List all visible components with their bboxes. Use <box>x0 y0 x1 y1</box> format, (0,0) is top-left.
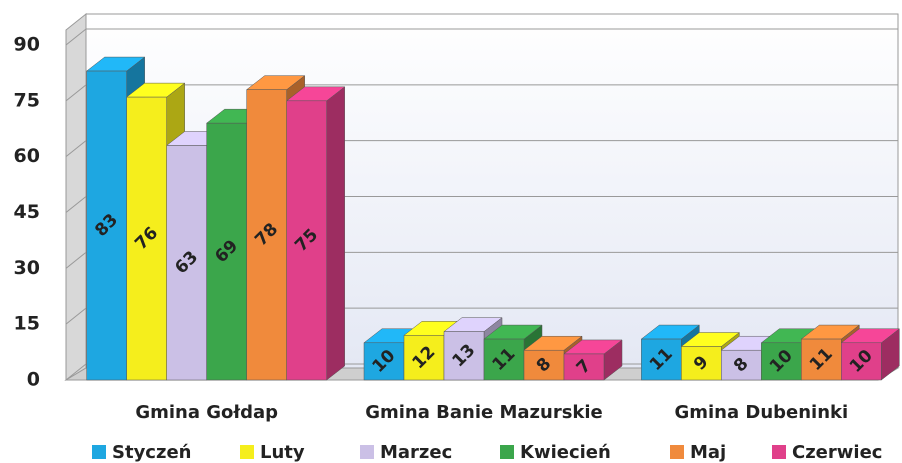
bar <box>483 338 525 381</box>
bar <box>206 122 247 381</box>
y-tick-label: 15 <box>14 313 40 335</box>
bar <box>166 145 207 381</box>
y-tick-label: 0 <box>27 369 40 391</box>
y-tick-label: 60 <box>14 145 40 167</box>
bar <box>126 96 167 381</box>
grid-line <box>65 196 87 213</box>
x-tick-label: Gmina Gołdap <box>135 402 278 423</box>
legend-label: Czerwiec <box>792 442 882 463</box>
bar <box>721 349 762 381</box>
legend-swatch <box>500 445 514 459</box>
bar <box>681 346 722 381</box>
legend-label: Marzec <box>380 442 452 463</box>
bar <box>246 89 287 381</box>
legend-swatch <box>360 445 374 459</box>
bar <box>523 349 565 381</box>
bar <box>563 353 605 381</box>
legend-label: Luty <box>260 442 305 463</box>
grid-line <box>65 28 87 46</box>
bar <box>801 338 842 381</box>
x-tick-label: Gmina Dubeninki <box>674 402 848 423</box>
legend-label: Kwiecień <box>520 442 611 463</box>
y-tick-label: 45 <box>14 201 40 223</box>
bar <box>761 342 802 381</box>
bar <box>841 342 882 381</box>
legend-label: Maj <box>690 442 726 463</box>
grid-line <box>65 140 87 158</box>
legend-label: Styczeń <box>112 442 191 463</box>
bar <box>86 70 127 381</box>
grid-line <box>65 251 87 269</box>
y-tick-label: 75 <box>14 89 40 111</box>
bar <box>363 342 405 381</box>
grid-line <box>65 363 87 381</box>
grid-line <box>65 84 87 102</box>
legend-swatch <box>92 445 106 459</box>
bar-side <box>326 86 345 381</box>
legend-swatch <box>670 445 684 459</box>
bar <box>286 100 327 381</box>
grid-line <box>65 307 87 325</box>
y-tick-label: 30 <box>14 257 40 279</box>
side-wall <box>65 12 87 381</box>
bar <box>403 335 445 381</box>
legend-swatch <box>240 445 254 459</box>
y-tick-label: 90 <box>14 34 40 56</box>
legend-swatch <box>772 445 786 459</box>
x-tick-label: Gmina Banie Mazurskie <box>365 402 603 423</box>
